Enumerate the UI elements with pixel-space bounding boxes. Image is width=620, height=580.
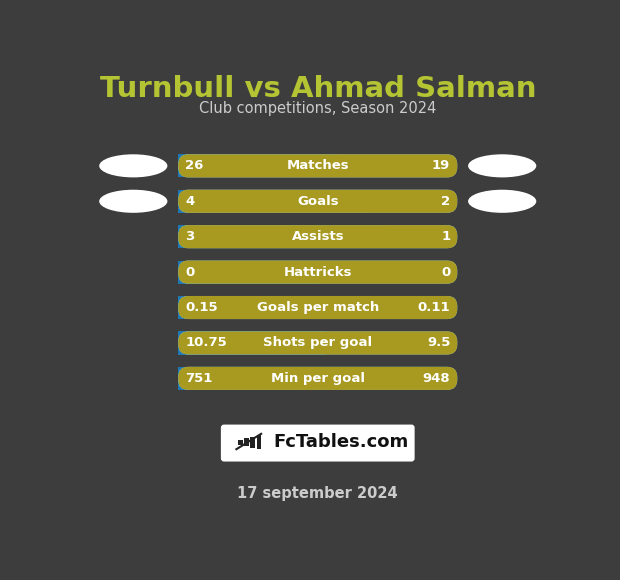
FancyBboxPatch shape <box>179 260 458 284</box>
Text: Shots per goal: Shots per goal <box>263 336 373 349</box>
FancyBboxPatch shape <box>221 425 415 462</box>
Text: 4: 4 <box>185 195 195 208</box>
FancyBboxPatch shape <box>179 225 458 248</box>
FancyBboxPatch shape <box>179 260 458 284</box>
Bar <box>179 367 301 390</box>
Text: Min per goal: Min per goal <box>271 372 365 385</box>
Text: 0.15: 0.15 <box>185 301 218 314</box>
Bar <box>179 225 388 248</box>
Text: 10.75: 10.75 <box>185 336 227 349</box>
FancyBboxPatch shape <box>179 190 458 213</box>
Text: 19: 19 <box>432 160 450 172</box>
Text: 948: 948 <box>423 372 450 385</box>
FancyBboxPatch shape <box>179 331 458 354</box>
Text: 1: 1 <box>441 230 450 243</box>
Text: FcTables.com: FcTables.com <box>273 433 409 451</box>
FancyBboxPatch shape <box>179 154 458 177</box>
Text: Hattricks: Hattricks <box>283 266 352 278</box>
Bar <box>257 436 261 449</box>
Bar <box>179 190 365 213</box>
Ellipse shape <box>99 190 167 213</box>
Text: 9.5: 9.5 <box>427 336 450 349</box>
Text: 3: 3 <box>185 230 195 243</box>
Text: 2: 2 <box>441 195 450 208</box>
Ellipse shape <box>468 190 536 213</box>
FancyBboxPatch shape <box>179 367 458 390</box>
Text: 17 september 2024: 17 september 2024 <box>237 485 398 501</box>
Bar <box>179 154 340 177</box>
Bar <box>250 437 255 448</box>
Text: Assists: Assists <box>291 230 344 243</box>
Ellipse shape <box>99 154 167 177</box>
Ellipse shape <box>468 154 536 177</box>
FancyBboxPatch shape <box>179 367 458 390</box>
Text: 751: 751 <box>185 372 213 385</box>
Bar <box>244 438 249 446</box>
Text: 0: 0 <box>441 266 450 278</box>
Text: Goals per match: Goals per match <box>257 301 379 314</box>
Text: Goals: Goals <box>297 195 339 208</box>
Bar <box>179 331 326 354</box>
FancyBboxPatch shape <box>179 296 458 319</box>
Text: 0: 0 <box>185 266 195 278</box>
FancyBboxPatch shape <box>179 296 458 319</box>
FancyBboxPatch shape <box>179 225 458 248</box>
Text: Matches: Matches <box>286 160 349 172</box>
Bar <box>179 296 339 319</box>
Text: Turnbull vs Ahmad Salman: Turnbull vs Ahmad Salman <box>99 75 536 103</box>
Text: Club competitions, Season 2024: Club competitions, Season 2024 <box>199 100 436 115</box>
Text: 26: 26 <box>185 160 203 172</box>
Bar <box>238 440 242 445</box>
Text: 0.11: 0.11 <box>418 301 450 314</box>
FancyBboxPatch shape <box>179 154 458 177</box>
FancyBboxPatch shape <box>179 331 458 354</box>
Bar <box>179 260 317 284</box>
FancyBboxPatch shape <box>179 190 458 213</box>
